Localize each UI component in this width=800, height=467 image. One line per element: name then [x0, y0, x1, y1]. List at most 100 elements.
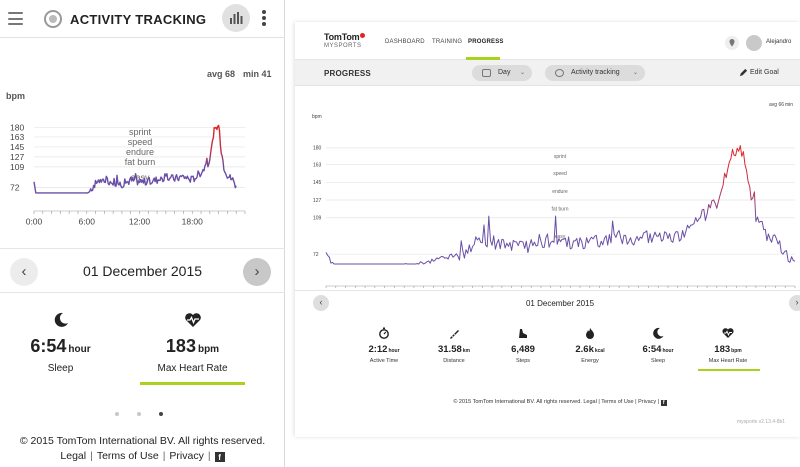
next-day-button[interactable]: › [243, 258, 271, 286]
avg-stat: avg 68 [207, 69, 236, 79]
metric-label: Sleep [650, 358, 666, 364]
zone-label: easy [130, 172, 150, 182]
version-label: mysports v2.13.4-8b1 [737, 419, 786, 425]
metric-value: 183 [714, 344, 731, 355]
x-tick-label: 18:00 [182, 217, 204, 227]
separator: | [207, 450, 211, 462]
x-tick-label: 12:00 [129, 217, 151, 227]
heart-rate-icon [184, 313, 201, 327]
bar-chart-icon [230, 12, 243, 24]
y-tick-label: 145 [313, 180, 322, 186]
sleep-unit: hour [68, 344, 91, 355]
max-heart-rate-stat[interactable]: 183 bpm Max Heart Rate [145, 312, 240, 374]
selected-stat-indicator [140, 382, 245, 385]
calendar-icon [482, 69, 491, 77]
page-dot[interactable] [137, 412, 141, 416]
footer-links: Legal | Terms of Use | Privacy | f [0, 450, 285, 462]
date-navigator: ‹ 01 December 2015 › [295, 290, 800, 312]
zone-label: speed [553, 171, 567, 177]
zone-label: endure [552, 189, 568, 195]
y-tick-label: 180 [10, 123, 24, 133]
y-tick-label: 145 [10, 142, 24, 152]
metric-dropdown[interactable]: Activity tracking ⌄ [545, 65, 645, 81]
heart-value: 183 [165, 336, 196, 356]
privacy-link[interactable]: Privacy [638, 399, 657, 405]
page-title: ACTIVITY TRACKING [70, 12, 207, 27]
separator: | [90, 450, 93, 462]
heart-rate-icon [722, 328, 734, 338]
legal-link[interactable]: Legal [60, 450, 87, 462]
current-date: 01 December 2015 [82, 263, 203, 279]
metric-label: Steps [515, 358, 531, 364]
avg-stat: avg 66 [769, 102, 785, 108]
previous-day-button[interactable]: ‹ [10, 258, 38, 286]
tab-training[interactable]: TRAINING [432, 39, 463, 45]
pencil-icon [739, 68, 748, 77]
metric-value: 2.6k [575, 344, 594, 355]
page-dot-active[interactable] [159, 412, 163, 416]
brand-name: TomTom [324, 32, 360, 42]
metric-label: Distance [443, 358, 465, 364]
previous-day-button[interactable]: ‹ [313, 295, 329, 311]
terms-link[interactable]: Terms of Use [96, 450, 159, 462]
copyright: © 2015 TomTom International BV. All righ… [453, 399, 582, 405]
y-tick-label: 109 [10, 162, 24, 172]
metric-sleep[interactable]: 6:54hour Sleep [628, 327, 688, 364]
copyright: © 2015 TomTom International BV. All righ… [19, 435, 266, 447]
user-name[interactable]: Alejandro [766, 39, 792, 45]
top-navigation: TomTom MYSPORTS DASHBOARD TRAINING PROGR… [295, 22, 800, 60]
x-tick-label: 6:00 [78, 217, 95, 227]
facebook-icon[interactable]: f [660, 400, 667, 406]
legal-link[interactable]: Legal [583, 399, 597, 405]
metric-unit: bpm [731, 348, 742, 354]
chevron-down-icon: ⌄ [519, 70, 525, 76]
metric-value-row: 31.58km [424, 344, 484, 355]
period-dropdown[interactable]: Day ⌄ [472, 65, 532, 81]
metric-energy[interactable]: 2.6kkcal Energy [560, 327, 620, 364]
y-tick-label: 72 [313, 252, 319, 258]
next-day-button[interactable]: › [789, 295, 800, 311]
footer: © 2015 TomTom International BV. All righ… [295, 399, 800, 406]
metric-value: 6:54 [642, 344, 662, 355]
sleep-label: Sleep [47, 363, 74, 374]
zone-label: fat burn [552, 207, 569, 213]
metric-steps[interactable]: 6,489 Steps [493, 327, 553, 364]
location-pin-icon[interactable] [725, 36, 739, 50]
hamburger-icon[interactable] [8, 12, 23, 25]
moon-icon [54, 312, 68, 327]
zone-label: endure [126, 147, 154, 157]
avatar[interactable] [746, 35, 762, 51]
stopwatch-icon [379, 327, 389, 339]
kebab-menu-icon[interactable] [262, 10, 266, 28]
terms-link[interactable]: Terms of Use [601, 399, 634, 405]
metric-max-heart-rate[interactable]: 183bpm Max Heart Rate [698, 327, 758, 364]
separator: | [598, 399, 600, 405]
facebook-icon[interactable]: f [214, 452, 225, 462]
metric-active-time[interactable]: 2:12hour Active Time [354, 327, 414, 364]
separator: | [635, 399, 637, 405]
y-tick-label: 180 [313, 146, 322, 152]
metric-value-row: 2:12hour [354, 344, 414, 355]
metric-value: 6,489 [511, 344, 535, 355]
tab-dashboard[interactable]: DASHBOARD [385, 39, 425, 45]
heart-rate-line [33, 124, 237, 194]
zone-label: easy [555, 234, 566, 240]
metric-value: 2:12 [368, 344, 388, 355]
chevron-down-icon: ⌄ [632, 70, 638, 76]
edit-goal-button[interactable]: Edit Goal [750, 69, 779, 76]
bar-chart-button[interactable] [222, 4, 250, 32]
sleep-value: 6:54 [30, 336, 67, 356]
moon-icon [653, 327, 664, 339]
distance-icon [450, 330, 459, 339]
tab-progress[interactable]: PROGRESS [468, 39, 504, 45]
page-dot[interactable] [115, 412, 119, 416]
metric-distance[interactable]: 31.58km Distance [424, 327, 484, 364]
tomtom-logo[interactable]: TomTom MYSPORTS [324, 32, 366, 49]
sleep-stat[interactable]: 6:54 hour Sleep [18, 312, 103, 374]
period-value: Day [498, 69, 511, 76]
privacy-link[interactable]: Privacy [169, 450, 204, 462]
metric-value-row: 183bpm [698, 344, 758, 355]
brand-dot [360, 33, 366, 38]
